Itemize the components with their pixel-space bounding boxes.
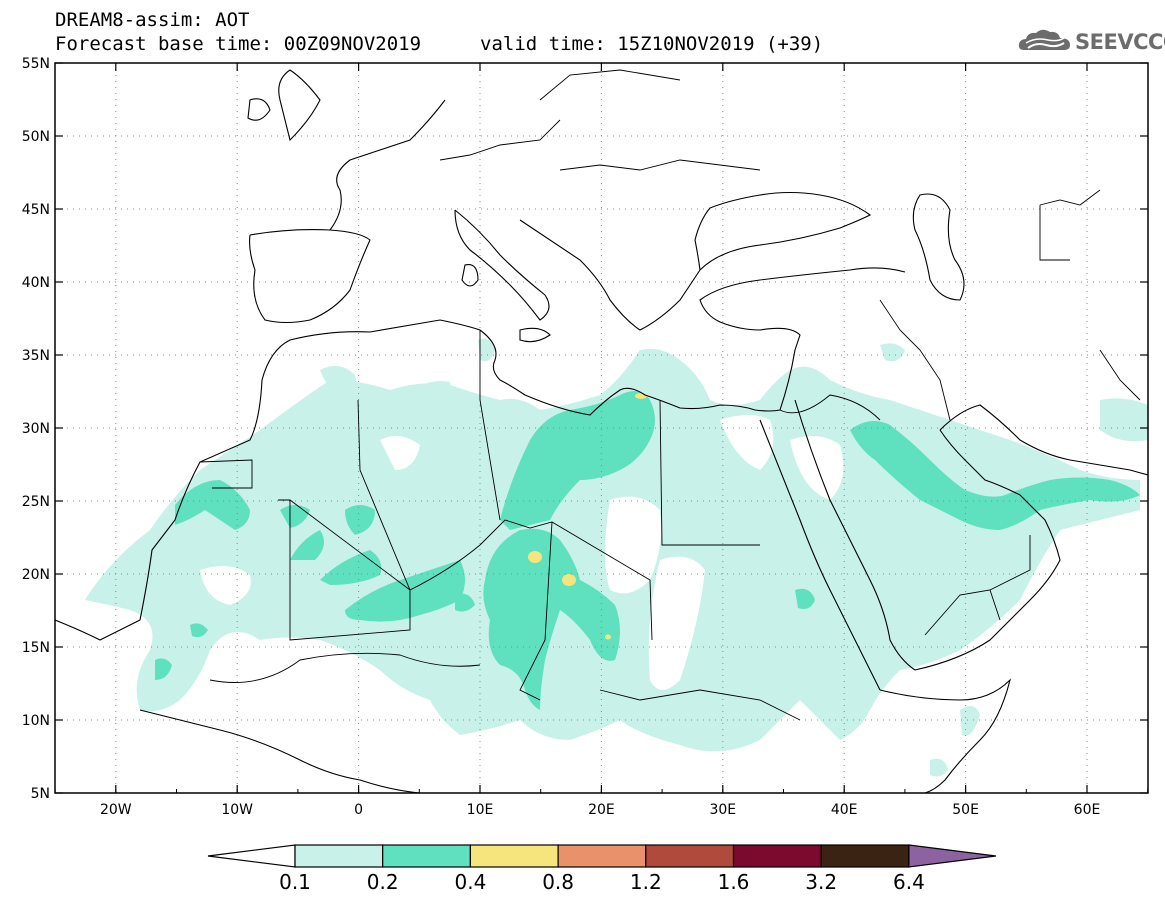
colorbar-swatch: [732, 844, 822, 868]
lat-tick-label: 35N: [22, 348, 50, 364]
lat-tick-label: 5N: [31, 786, 50, 802]
lon-tick-label: 10E: [467, 802, 494, 818]
lon-tick-label: 20W: [100, 802, 132, 818]
colorbar-label: 0.1: [279, 870, 311, 894]
aot-clear-areas: [200, 415, 844, 690]
lon-tick-label: 50E: [952, 802, 979, 818]
colorbar-label: 1.6: [718, 870, 750, 894]
forecast-base-time: Forecast base time: 00Z09NOV2019: [55, 33, 422, 55]
lat-tick-label: 20N: [22, 567, 50, 583]
lat-tick-label: 45N: [22, 202, 50, 218]
lat-lon-grid: [55, 63, 1148, 793]
longitude-axis: 20W 10W 0 10E 20E 30E 40E 50E 60E: [54, 63, 1149, 818]
chart-title: DREAM8-assim: AOT: [55, 9, 250, 31]
colorbar-label: 0.2: [367, 870, 399, 894]
lon-tick-label: 40E: [831, 802, 858, 818]
colorbar-swatch: [382, 844, 472, 868]
colorbar-label: 0.4: [454, 870, 486, 894]
colorbar-swatch: [820, 844, 910, 868]
colorbar-label: 6.4: [893, 870, 925, 894]
lat-tick-label: 50N: [22, 129, 50, 145]
lat-tick-label: 15N: [22, 640, 50, 656]
lon-tick-label: 20E: [588, 802, 615, 818]
lat-tick-label: 10N: [22, 713, 50, 729]
lon-tick-label: 10W: [221, 802, 253, 818]
colorbar-swatch: [645, 844, 735, 868]
lat-tick-label: 40N: [22, 275, 50, 291]
lat-tick-label: 55N: [22, 56, 50, 72]
lon-tick-label: 30E: [709, 802, 736, 818]
cloud-icon: [1018, 29, 1070, 50]
colorbar-label: 3.2: [805, 870, 837, 894]
country-borders: [199, 69, 1141, 721]
colorbar-swatch: [557, 844, 647, 868]
colorbar-label: 1.2: [630, 870, 662, 894]
colorbar-swatch: [469, 844, 559, 868]
aot-colorbar: 0.1 0.2 0.4 0.8 1.2 1.6 3.2 6.4: [207, 844, 996, 894]
colorbar-max-arrow: [908, 844, 996, 868]
coastlines: [55, 69, 1148, 793]
lat-tick-label: 30N: [22, 421, 50, 437]
lon-tick-label: 0: [354, 802, 363, 818]
logo-text: SEEVCCC: [1075, 30, 1165, 54]
latitude-axis: 55N 50N 45N 40N 35N 30N 25N 20N 15N 10N 5N: [22, 56, 1148, 802]
colorbar-label: 0.8: [542, 870, 574, 894]
colorbar-swatch: [294, 844, 384, 868]
colorbar-min-arrow: [207, 844, 296, 868]
valid-time: valid time: 15Z10NOV2019 (+39): [480, 33, 824, 55]
lon-tick-label: 60E: [1074, 802, 1101, 818]
lat-tick-label: 25N: [22, 494, 50, 510]
aot-shading: [85, 338, 1148, 777]
